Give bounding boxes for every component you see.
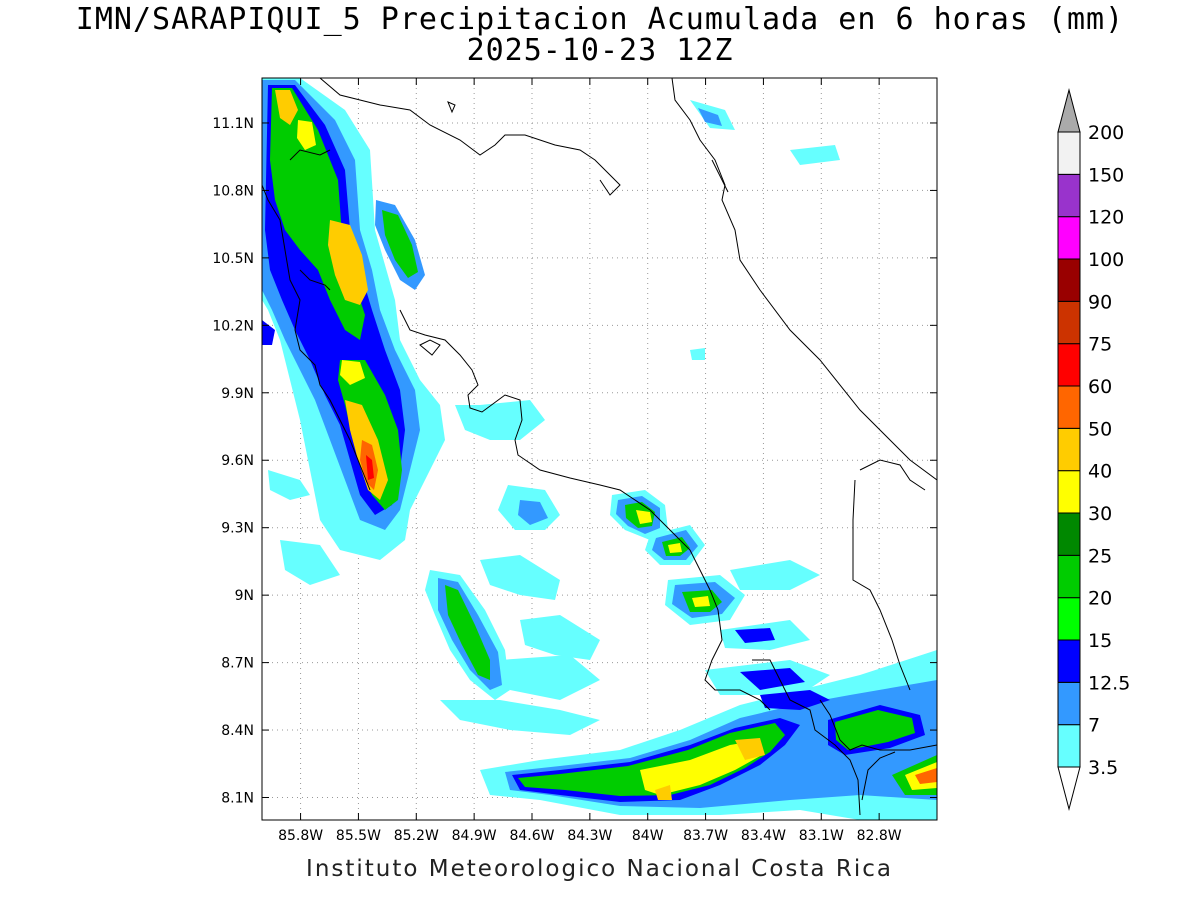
lon-label: 83.4W — [741, 828, 786, 844]
legend-swatch — [1057, 385, 1081, 429]
legend-label: 12.5 — [1088, 672, 1130, 694]
lat-label: 8.7N — [221, 656, 254, 672]
legend-label: 3.5 — [1088, 757, 1118, 779]
legend-swatch — [1057, 131, 1081, 175]
legend-swatch — [1057, 470, 1081, 514]
lon-label: 84.6W — [509, 828, 554, 844]
legend-label: 40 — [1088, 461, 1112, 483]
rain-cells-interior — [610, 100, 840, 695]
legend-swatch — [1057, 597, 1081, 641]
lat-label: 10.2N — [212, 318, 254, 334]
legend-label: 50 — [1088, 418, 1112, 440]
lat-label: 9.9N — [221, 386, 254, 402]
legend-swatch — [1057, 724, 1081, 768]
legend-label: 100 — [1088, 249, 1124, 271]
lon-label: 82.8W — [857, 828, 902, 844]
coastlines — [262, 78, 937, 816]
legend-swatch — [1057, 681, 1081, 726]
legend-label: 20 — [1088, 588, 1112, 610]
map-title: IMN/SARAPIQUI_5 Precipitacion Acumulada … — [75, 2, 1125, 37]
lat-label: 9N — [235, 588, 254, 604]
rain-band-south — [480, 650, 937, 820]
lon-label: 84.3W — [567, 828, 612, 844]
lat-label: 10.8N — [212, 183, 254, 199]
legend-swatch — [1057, 512, 1081, 556]
legend-label: 75 — [1088, 334, 1112, 356]
lat-label: 9.6N — [221, 453, 254, 469]
legend-label: 90 — [1088, 291, 1112, 313]
legend-label: 7 — [1088, 715, 1100, 737]
lon-label: 83.7W — [683, 828, 728, 844]
lat-label: 9.3N — [221, 521, 254, 537]
lon-label: 85.2W — [394, 828, 439, 844]
legend-swatch — [1057, 343, 1081, 387]
lat-label: 10.5N — [212, 251, 254, 267]
legend-swatch — [1057, 173, 1081, 218]
legend-label: 15 — [1088, 630, 1112, 652]
lon-label: 84.9W — [452, 828, 497, 844]
legend-swatch — [1057, 639, 1081, 683]
legend-label: 30 — [1088, 503, 1112, 525]
legend-swatch — [1057, 427, 1081, 472]
legend-swatch — [1057, 258, 1081, 302]
lon-label: 85.5W — [336, 828, 381, 844]
lon-label: 85.8W — [278, 828, 323, 844]
legend-swatch — [1057, 216, 1081, 260]
legend-swatch — [1057, 554, 1081, 599]
color-scale-legend: 3.5 7 12.5 15 20 25 30 40 50 60 75 90 100 120 150 200 — [1057, 88, 1130, 811]
legend-label: 60 — [1088, 376, 1112, 398]
legend-label: 120 — [1088, 207, 1124, 229]
lat-label: 11.1N — [212, 116, 254, 132]
legend-swatch — [1057, 300, 1081, 345]
map-axes: 11.1N 10.8N 10.5N 10.2N 9.9N 9.6N 9.3N 9N 8.7N 8.… — [212, 78, 937, 844]
legend-label: 25 — [1088, 545, 1112, 567]
rain-band-nicoya — [262, 78, 445, 560]
legend-under-arrow — [1057, 766, 1081, 811]
lat-label: 8.1N — [221, 791, 254, 807]
legend-over-arrow — [1057, 88, 1081, 133]
map-subtitle: 2025-10-23 12Z — [466, 33, 734, 68]
institution-credit: Instituto Meteorologico Nacional Costa R… — [306, 856, 893, 882]
rain-band-central-pacific — [268, 400, 600, 735]
map-frame — [261, 77, 938, 821]
lat-label: 8.4N — [221, 723, 254, 739]
lon-label: 84W — [632, 828, 664, 844]
legend-label: 150 — [1088, 164, 1124, 186]
lon-label: 83.1W — [799, 828, 844, 844]
legend-label: 200 — [1088, 122, 1124, 144]
precipitation-field — [262, 78, 937, 820]
